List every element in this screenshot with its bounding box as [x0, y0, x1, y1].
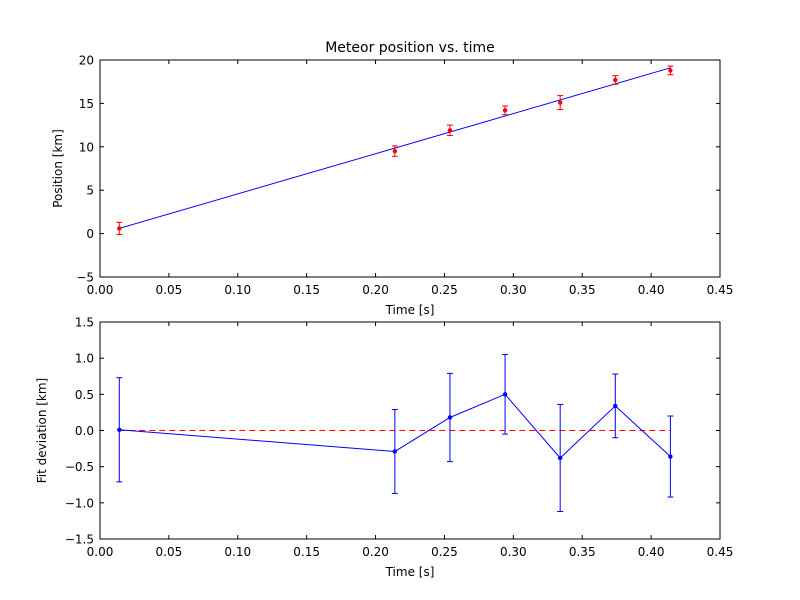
deviation-x-tick-label: 0.15 — [293, 545, 320, 559]
position-chart-title: Meteor position vs. time — [325, 40, 495, 56]
deviation-data-point — [613, 403, 618, 409]
deviation-x-tick-label: 0.30 — [500, 545, 527, 559]
deviation-y-tick-label: −0.5 — [65, 460, 94, 474]
deviation-y-tick-label: 1.0 — [75, 352, 94, 366]
position-data-point — [557, 100, 563, 105]
position-y-tick-label: 15 — [79, 97, 94, 111]
deviation-data-point — [557, 455, 563, 461]
position-x-tick-label: 0.10 — [224, 283, 251, 297]
deviation-data-point — [392, 449, 398, 454]
deviation-y-tick-label: −1.5 — [65, 533, 94, 547]
deviation-y-tick-label: 1.5 — [75, 316, 94, 330]
position-data-point — [447, 128, 453, 133]
position-x-tick-label: 0.45 — [707, 283, 734, 297]
deviation-y-tick-label: 0.5 — [75, 388, 94, 402]
deviation-x-tick-label: 0.10 — [224, 545, 251, 559]
position-x-tick-label: 0.40 — [638, 283, 665, 297]
deviation-x-tick-label: 0.25 — [431, 545, 458, 559]
deviation-panel: 0.00 0.05 0.10 0.15 0.20 0.25 0.30 0.35 0.40 0.45… — [35, 316, 733, 580]
position-x-tick-label: 0.35 — [569, 283, 596, 297]
position-y-tick-label: 10 — [79, 140, 94, 154]
deviation-x-tick-label: 0.05 — [156, 545, 183, 559]
position-y-tick-label: 20 — [79, 54, 94, 68]
position-x-axis-label: Time [s] — [385, 303, 435, 317]
position-x-tick-label: 0.00 — [87, 283, 114, 297]
position-data-point — [392, 148, 398, 154]
deviation-data-point — [117, 427, 122, 432]
position-panel: 0.00 0.05 0.10 0.15 0.20 0.25 0.30 0.35 0.40 0.45… — [51, 40, 733, 317]
position-data-point — [502, 108, 508, 113]
position-y-axis-label: Position [km] — [51, 129, 65, 208]
deviation-data-point — [447, 415, 453, 420]
deviation-x-tick-label: 0.40 — [638, 545, 665, 559]
position-y-tick-label: −5 — [76, 271, 94, 285]
position-data-point — [117, 226, 122, 231]
position-axes-frame — [99, 59, 721, 278]
deviation-data-point — [502, 392, 508, 397]
deviation-y-tick-label: 0.0 — [75, 424, 94, 438]
deviation-x-tick-label: 0.20 — [362, 545, 389, 559]
position-y-tick-label: 0 — [86, 227, 94, 241]
position-data-point — [613, 77, 618, 83]
position-x-tick-label: 0.20 — [362, 283, 389, 297]
deviation-x-tick-label: 0.00 — [87, 545, 114, 559]
position-x-tick-label: 0.15 — [293, 283, 320, 297]
position-x-tick-label: 0.30 — [500, 283, 527, 297]
position-x-tick-label: 0.25 — [431, 283, 458, 297]
position-data-point — [668, 68, 673, 73]
position-plot-area — [100, 60, 720, 277]
deviation-y-tick-label: −1.0 — [65, 496, 94, 510]
deviation-x-axis-label: Time [s] — [385, 565, 435, 579]
position-y-tick-label: 5 — [86, 184, 94, 198]
deviation-x-tick-label: 0.45 — [707, 545, 734, 559]
position-x-tick-label: 0.05 — [156, 283, 183, 297]
deviation-data-point — [668, 454, 673, 459]
deviation-x-tick-label: 0.35 — [569, 545, 596, 559]
deviation-y-axis-label: Fit deviation [km] — [35, 378, 49, 483]
